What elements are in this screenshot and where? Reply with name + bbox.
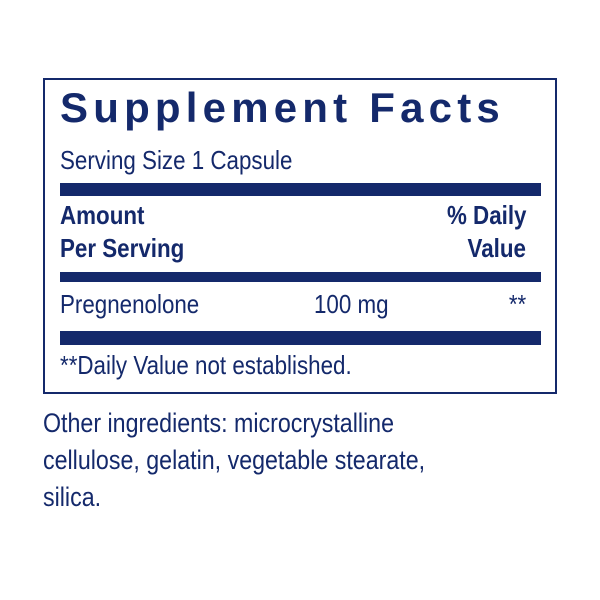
header-daily: % Daily <box>446 200 526 230</box>
divider <box>60 272 541 282</box>
ingredient-dv: ** <box>508 289 526 319</box>
thick-divider <box>60 183 541 196</box>
ingredient-name: Pregnenolone <box>60 289 200 319</box>
panel-title: Supplement Facts <box>60 84 505 131</box>
header-value: Value <box>467 233 526 263</box>
footnote: **Daily Value not established. <box>60 350 352 380</box>
ingredient-amount: 100 mg <box>314 289 389 319</box>
header-per-serving: Per Serving <box>60 233 185 263</box>
supplement-facts-panel <box>43 78 557 394</box>
other-ingredients-line-3: silica. <box>43 482 102 512</box>
header-amount: Amount <box>60 200 145 230</box>
other-ingredients-line-2: cellulose, gelatin, vegetable stearate, <box>43 445 426 475</box>
other-ingredients-line-1: Other ingredients: microcrystalline <box>43 408 395 438</box>
serving-size: Serving Size 1 Capsule <box>60 145 293 175</box>
thick-divider-bottom <box>60 331 541 345</box>
